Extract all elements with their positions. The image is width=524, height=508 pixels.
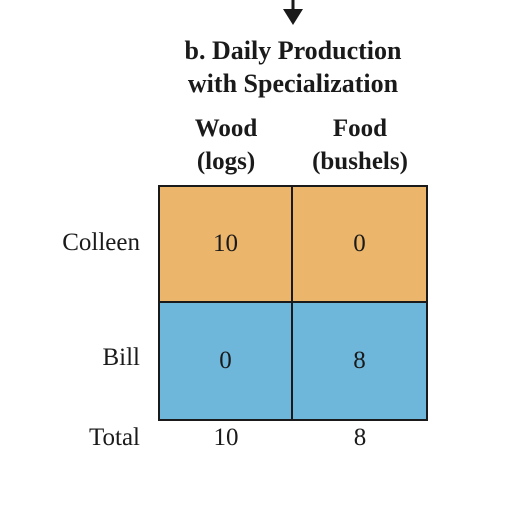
column-header-food: Food (bushels) — [292, 112, 428, 178]
total-food: 8 — [353, 424, 367, 451]
cell-bill-wood: 0 — [160, 303, 293, 419]
column-header-wood-name: Wood — [194, 115, 258, 142]
cell-colleen-food: 0 — [293, 187, 426, 303]
column-header-food-name: Food — [332, 115, 388, 142]
panel-title-line1: b. Daily Production — [184, 36, 402, 65]
row-label-colleen: Colleen — [62, 229, 140, 256]
column-header-wood-unit: (logs) — [196, 148, 256, 175]
column-header-wood: Wood (logs) — [158, 112, 294, 178]
row-label-total: Total — [88, 424, 140, 451]
down-arrow-icon — [283, 0, 303, 25]
cell-bill-food: 8 — [293, 303, 426, 419]
column-header-food-unit: (bushels) — [312, 148, 408, 175]
cell-colleen-wood: 10 — [160, 187, 293, 303]
panel-title: b. Daily Production with Specialization — [140, 34, 446, 100]
row-label-bill: Bill — [102, 344, 140, 371]
panel-title-line2: with Specialization — [187, 69, 399, 98]
production-table: 10 0 0 8 — [158, 185, 428, 421]
total-wood: 10 — [213, 424, 239, 451]
